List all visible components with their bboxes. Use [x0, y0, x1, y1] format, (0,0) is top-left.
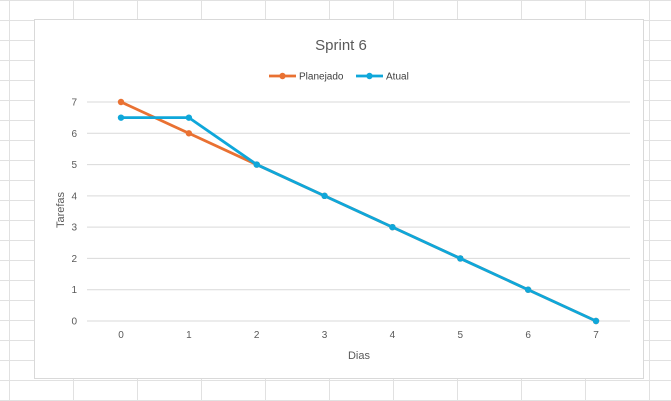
legend-entry-atual[interactable]: Atual — [356, 72, 409, 83]
legend-label: Planejado — [299, 72, 344, 83]
x-tick-label: 1 — [186, 330, 192, 341]
legend-swatch-marker — [279, 72, 286, 80]
chart-area[interactable]: Sprint 6 Planejado Atual 0 1 2 3 4 5 6 7 0 1 2 3 4 5 6… — [34, 19, 644, 379]
legend-label: Atual — [386, 72, 409, 83]
y-tick-label: 4 — [71, 191, 77, 202]
data-point-atual[interactable] — [524, 286, 532, 293]
y-axis-title: Tarefas — [55, 191, 67, 228]
data-point-atual[interactable] — [253, 161, 260, 168]
x-tick-label: 2 — [254, 330, 260, 341]
x-tick-label: 6 — [525, 330, 531, 341]
legend-entry-planejado[interactable]: Planejado — [269, 72, 344, 83]
y-tick-label: 1 — [71, 285, 77, 296]
y-tick-label: 7 — [71, 98, 77, 109]
x-axis-title: Dias — [348, 350, 371, 362]
x-tick-label: 5 — [458, 330, 464, 341]
data-point-atual[interactable] — [185, 114, 193, 121]
gridlines — [87, 101, 630, 322]
data-point-atual[interactable] — [592, 317, 600, 325]
data-point-planejado[interactable] — [117, 98, 125, 106]
x-tick-label: 0 — [118, 330, 124, 341]
y-tick-label: 0 — [71, 317, 77, 328]
series-line-atual — [119, 116, 598, 323]
y-tick-label: 3 — [71, 223, 77, 234]
x-tick-label: 7 — [593, 330, 599, 341]
series-layer — [117, 98, 600, 325]
data-point-planejado[interactable] — [185, 130, 193, 137]
data-point-atual[interactable] — [321, 192, 328, 200]
x-axis-ticks: 0 1 2 3 4 5 6 7 — [118, 330, 599, 341]
data-point-atual[interactable] — [457, 255, 464, 262]
x-tick-label: 4 — [390, 330, 396, 341]
y-tick-label: 6 — [71, 129, 77, 140]
x-tick-label: 3 — [322, 330, 328, 341]
chart-title: Sprint 6 — [315, 37, 367, 54]
y-tick-label: 5 — [71, 160, 77, 171]
series-atual — [117, 114, 600, 325]
y-tick-label: 2 — [71, 254, 77, 265]
legend: Planejado Atual — [269, 72, 409, 83]
data-point-atual[interactable] — [117, 114, 125, 121]
y-axis-ticks: 0 1 2 3 4 5 6 7 — [71, 98, 77, 328]
chart-svg: Sprint 6 Planejado Atual 0 1 2 3 4 5 6 7 0 1 2 3 4 5 6… — [55, 37, 630, 362]
data-point-atual[interactable] — [389, 223, 396, 231]
legend-swatch-marker — [366, 72, 373, 80]
